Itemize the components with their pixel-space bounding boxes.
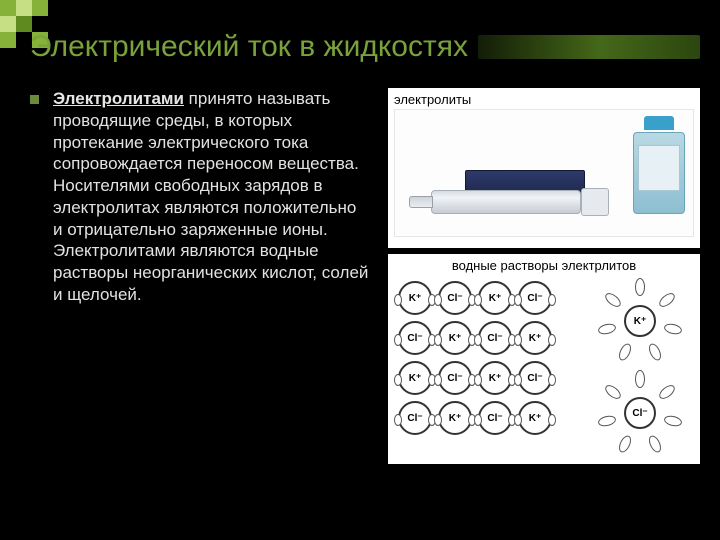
content-area: Электролитами принято называть проводящи… — [30, 88, 700, 520]
term: Электролитами — [53, 89, 184, 108]
diagram-label: водные растворы электрлитов — [394, 258, 694, 273]
products-panel: электролиты — [388, 88, 700, 248]
title-bar: Электрический ток в жидкостях — [30, 28, 700, 66]
hydration-cluster: K⁺ — [590, 281, 690, 361]
bottle-icon — [633, 116, 685, 216]
ion-lattice: K⁺Cl⁻K⁺Cl⁻Cl⁻K⁺Cl⁻K⁺K⁺Cl⁻K⁺Cl⁻Cl⁻K⁺Cl⁻K⁺ — [398, 281, 552, 435]
products-label: электролиты — [394, 92, 694, 107]
slide-title: Электрический ток в жидкостях — [30, 30, 468, 64]
diagram-illustration: K⁺Cl⁻K⁺Cl⁻Cl⁻K⁺Cl⁻K⁺K⁺Cl⁻K⁺Cl⁻Cl⁻K⁺Cl⁻K⁺… — [394, 277, 694, 457]
bullet-icon — [30, 95, 39, 104]
paragraph: Электролитами принято называть проводящи… — [53, 88, 370, 306]
image-column: электролиты водные растворы электрлитов … — [388, 88, 700, 520]
tube-icon — [405, 176, 605, 226]
hydration-cluster: Cl⁻ — [590, 373, 690, 453]
products-illustration — [394, 109, 694, 237]
text-column: Электролитами принято называть проводящи… — [30, 88, 370, 520]
diagram-panel: водные растворы электрлитов K⁺Cl⁻K⁺Cl⁻Cl… — [388, 254, 700, 464]
body-text: принято называть проводящие среды, в кот… — [53, 89, 368, 304]
